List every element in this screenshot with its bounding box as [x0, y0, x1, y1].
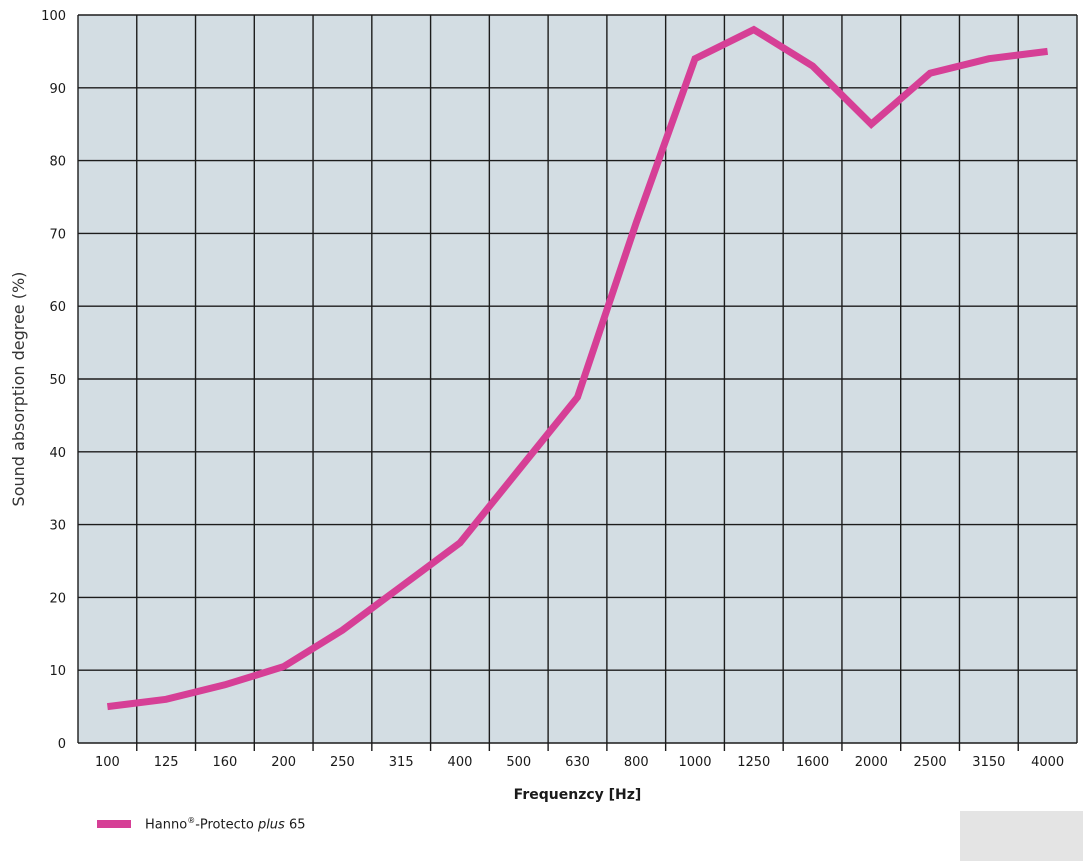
x-tick-label: 630: [565, 755, 590, 770]
y-tick-label: 60: [49, 300, 66, 315]
x-tick-label: 315: [389, 755, 414, 770]
legend-reg-mark: ®: [187, 815, 196, 825]
x-tick-label: 250: [330, 755, 355, 770]
y-tick-label: 50: [49, 373, 66, 388]
y-tick-label: 0: [58, 737, 66, 752]
legend-swatch: [97, 820, 131, 828]
legend-brand: Hanno: [145, 817, 188, 833]
x-tick-label: 160: [212, 755, 237, 770]
legend-mid: -Protecto: [195, 817, 258, 833]
y-tick-label: 70: [49, 227, 66, 242]
x-tick-label: 1000: [678, 755, 711, 770]
x-tick-label: 2000: [855, 755, 888, 770]
series-line: [106, 25, 1049, 711]
x-tick-label: 500: [506, 755, 531, 770]
y-tick-label: 80: [49, 155, 66, 170]
x-tick-label: 2500: [914, 755, 947, 770]
x-tick-label: 4000: [1031, 755, 1064, 770]
series-layer: [106, 25, 1049, 711]
y-tick-label: 40: [49, 446, 66, 461]
x-axis-label: Frequenzcy [Hz]: [514, 787, 642, 803]
y-tick-labels: 0 10 20 30 40 50 60 70 80 90 100: [41, 9, 66, 752]
y-tick-label: 20: [49, 591, 66, 606]
x-tick-label: 100: [95, 755, 120, 770]
y-tick-label: 10: [49, 664, 66, 679]
x-tick-label: 1600: [796, 755, 829, 770]
x-tick-label: 1250: [737, 755, 770, 770]
legend-entry-label: Hanno®-Protecto plus 65: [145, 816, 306, 832]
x-tick-label: 400: [448, 755, 473, 770]
legend-italic: plus: [257, 817, 285, 833]
x-tick-label: 200: [271, 755, 296, 770]
legend-suffix: 65: [284, 817, 306, 833]
x-tick-label: 3150: [972, 755, 1005, 770]
y-tick-label: 30: [49, 519, 66, 534]
grid-lines: [77, 14, 1078, 751]
y-axis-label: Sound absorption degree (%): [9, 272, 28, 507]
x-tick-labels: 100 125 160 200 250 315 400 500 630 800 1000 1250 16…: [95, 755, 1064, 770]
y-tick-label: 100: [41, 9, 66, 24]
legend: Hanno®-Protecto plus 65: [97, 812, 306, 836]
x-tick-label: 125: [154, 755, 179, 770]
x-tick-label: 800: [624, 755, 649, 770]
corner-gray-box: [960, 811, 1083, 861]
y-tick-label: 90: [49, 82, 66, 97]
